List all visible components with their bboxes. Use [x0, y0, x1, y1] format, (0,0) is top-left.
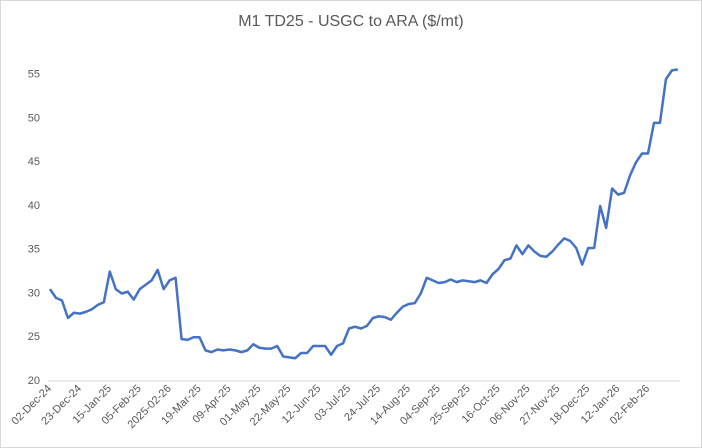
y-tick-label: 35 [28, 244, 40, 256]
chart-title: M1 TD25 - USGC to ARA ($/mt) [238, 13, 464, 30]
y-tick-label: 50 [28, 112, 40, 124]
y-tick-label: 25 [28, 331, 40, 343]
y-tick-label: 55 [28, 69, 40, 81]
y-tick-label: 40 [28, 200, 40, 212]
y-tick-label: 30 [28, 287, 40, 299]
data-line [48, 68, 679, 360]
y-tick-label: 20 [28, 375, 40, 387]
y-tick-label: 45 [28, 156, 40, 168]
